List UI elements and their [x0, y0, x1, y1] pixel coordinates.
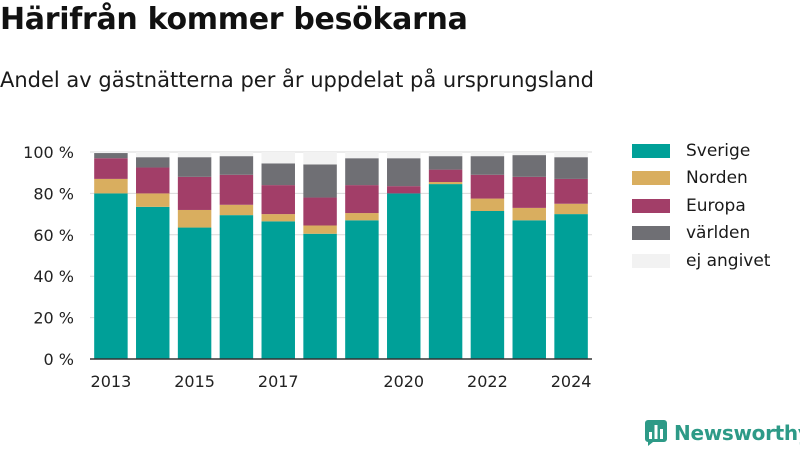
- bar-segment: [303, 164, 337, 198]
- bar-segment: [303, 225, 337, 234]
- legend: Sverige Norden Europa världen ej angivet: [632, 137, 770, 275]
- legend-label: Norden: [686, 168, 748, 189]
- x-tick-label: 2022: [467, 372, 508, 391]
- bar-segment: [470, 152, 505, 157]
- legend-swatch: [632, 253, 670, 268]
- bar-segment: [219, 156, 254, 175]
- bar-segment: [261, 152, 295, 164]
- bar-segment: [428, 169, 463, 183]
- bar-segment: [136, 157, 170, 168]
- bar-segment: [387, 158, 421, 187]
- brand-name: Newsworthy: [674, 421, 800, 445]
- y-tick-label: 0 %: [44, 350, 74, 369]
- bar-segment: [261, 214, 295, 222]
- bar-segment: [345, 220, 379, 359]
- y-tick-label: 100 %: [23, 143, 74, 162]
- bar-segment: [261, 163, 295, 186]
- chart-title: Härifrån kommer besökarna: [0, 2, 468, 37]
- legend-swatch: [632, 143, 670, 158]
- bar-segment: [387, 193, 421, 359]
- bar-segment: [512, 155, 546, 177]
- bars: [94, 152, 588, 359]
- grid-lines: [90, 151, 592, 319]
- bar-segment: [470, 210, 505, 359]
- x-axis-labels: 2013 2015 2017 2020 2022 2024: [91, 372, 592, 391]
- legend-item-norden: Norden: [632, 165, 770, 193]
- legend-item-sverige: Sverige: [632, 137, 770, 165]
- legend-item-europa: Europa: [632, 192, 770, 220]
- bar-segment: [428, 156, 463, 170]
- legend-swatch: [632, 171, 670, 186]
- legend-swatch: [632, 226, 670, 241]
- legend-label: Europa: [686, 195, 746, 216]
- bar-segment: [387, 186, 421, 194]
- bar-segment: [94, 193, 128, 359]
- bar-segment: [94, 178, 128, 194]
- bar-segment: [512, 207, 546, 221]
- bar-segment: [303, 197, 337, 226]
- legend-label: ej angivet: [686, 250, 771, 271]
- bar-segment: [512, 220, 546, 359]
- bar-segment: [177, 227, 212, 359]
- bar-segment: [470, 156, 505, 175]
- bar-segment: [554, 152, 588, 158]
- bar-segment: [261, 185, 295, 215]
- legend-item-ej-angivet: ej angivet: [632, 247, 770, 275]
- bar-segment: [94, 153, 128, 159]
- bar-segment: [136, 167, 170, 194]
- x-tick-label: 2015: [174, 372, 215, 391]
- bar-segment: [428, 184, 463, 359]
- bar-segment: [177, 157, 212, 177]
- bar-segment: [136, 206, 170, 359]
- bar-segment: [177, 152, 212, 158]
- bar-segment: [554, 214, 588, 359]
- legend-label: Sverige: [686, 140, 751, 161]
- bar-segment: [554, 178, 588, 204]
- y-tick-label: 80 %: [33, 184, 74, 203]
- bar-segment: [177, 209, 212, 228]
- bar-segment: [219, 204, 254, 216]
- bar-segment: [512, 152, 546, 156]
- bar-segment: [470, 174, 505, 199]
- y-tick-label: 20 %: [33, 309, 74, 328]
- bar-segment: [554, 157, 588, 179]
- bar-segment: [470, 198, 505, 211]
- bar-segment: [177, 176, 212, 210]
- legend-item-varlden: världen: [632, 220, 770, 248]
- bar-segment: [428, 152, 463, 157]
- newsworthy-logo: Newsworthy: [645, 420, 800, 446]
- bar-segment: [303, 233, 337, 359]
- x-tick-label: 2024: [551, 372, 592, 391]
- bar-segment: [94, 158, 128, 179]
- x-tick-label: 2013: [91, 372, 132, 391]
- bar-segment: [219, 152, 254, 157]
- y-tick-label: 40 %: [33, 267, 74, 286]
- bar-segment: [345, 152, 379, 159]
- bar-segment: [219, 174, 254, 205]
- bar-segment: [219, 215, 254, 359]
- bar-segment: [512, 176, 546, 208]
- bar-segment: [345, 158, 379, 186]
- x-tick-label: 2017: [258, 372, 299, 391]
- bar-segment: [345, 213, 379, 221]
- y-axis-labels: 0 % 20 % 40 % 60 % 80 % 100 %: [23, 143, 74, 369]
- bar-segment: [261, 221, 295, 359]
- bar-segment: [387, 152, 421, 159]
- y-tick-label: 60 %: [33, 226, 74, 245]
- bar-segment: [554, 203, 588, 215]
- legend-label: världen: [686, 223, 751, 244]
- x-tick-label: 2020: [383, 372, 424, 391]
- bar-segment: [303, 152, 337, 165]
- legend-swatch: [632, 198, 670, 213]
- bar-segment: [345, 185, 379, 214]
- bar-segment: [94, 152, 128, 154]
- bar-chart-logo-icon: [645, 420, 667, 446]
- chart-subtitle: Andel av gästnätterna per år uppdelat på…: [0, 68, 594, 92]
- bar-segment: [136, 193, 170, 207]
- bar-segment: [136, 152, 170, 158]
- bar-segment: [428, 182, 463, 185]
